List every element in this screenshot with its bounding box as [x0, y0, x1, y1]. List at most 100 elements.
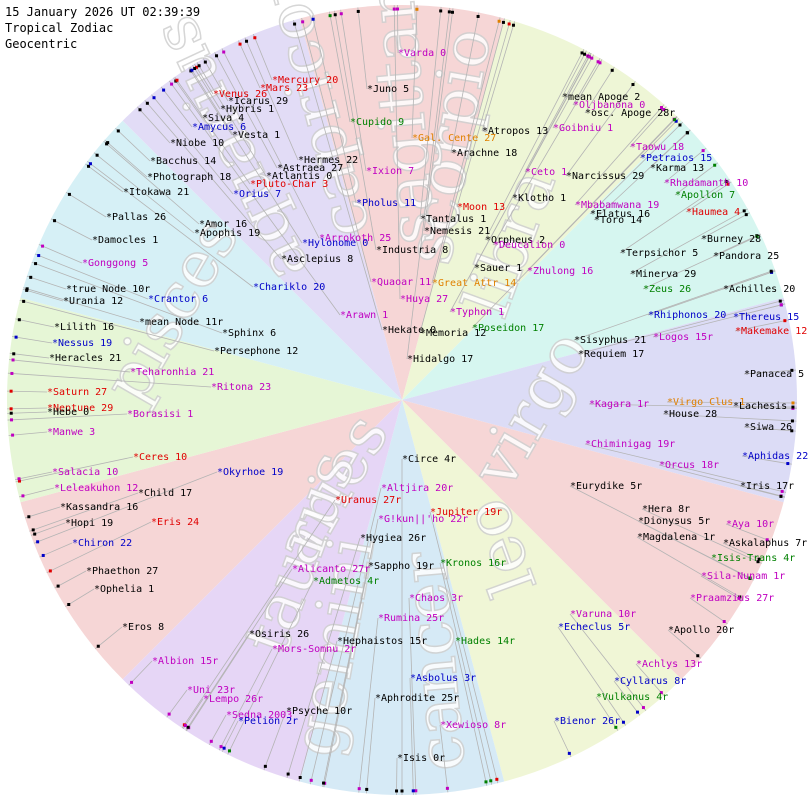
body-marker — [742, 209, 746, 213]
body-label: *Child 17 — [138, 488, 193, 499]
body-marker — [298, 776, 302, 780]
leader-line — [340, 9, 367, 172]
body-label: *Ceto 1 — [525, 167, 568, 178]
body-marker — [507, 22, 511, 26]
leader-line — [577, 299, 785, 355]
body-marker — [29, 275, 33, 279]
body-marker — [197, 64, 201, 68]
body-marker — [25, 288, 29, 292]
body-label: *Astraea 27 — [277, 163, 344, 174]
body-marker — [395, 789, 399, 793]
body-label: *Praamzius 27r — [690, 593, 775, 604]
leader-line — [263, 710, 287, 771]
leader-line — [189, 66, 303, 244]
body-marker — [238, 42, 242, 46]
body-marker — [14, 335, 18, 339]
leader-line — [293, 20, 383, 331]
body-label: *Cupido 9 — [350, 117, 405, 128]
body-label: *Memoria 12 — [420, 328, 487, 339]
body-label: *Leleakuhon 12 — [54, 483, 139, 494]
body-label: *Urania 12 — [63, 296, 124, 307]
body-label: *Ophelia 1 — [94, 584, 155, 595]
body-label: *Sauer 1 — [474, 263, 523, 274]
body-marker — [87, 164, 91, 168]
body-label: *Deucalion 0 — [493, 240, 566, 251]
leader-line — [365, 697, 376, 794]
body-label: *Sisyphus 21 — [574, 335, 647, 346]
chart-date: 15 January 2026 UT 02:39:39 — [5, 5, 201, 19]
body-label: *Rhiphonos 20 — [648, 310, 727, 321]
body-label: *Nemesis 21 — [424, 226, 491, 237]
leader-line — [574, 104, 665, 206]
body-marker — [167, 712, 171, 716]
body-label: *Oljbanona 0 — [573, 100, 646, 111]
body-label: *Asbolus 3r — [410, 673, 477, 684]
body-label: *osc. Apoge 28r — [585, 108, 676, 119]
sign-sector-libra — [402, 120, 784, 401]
body-label: *Neptune 29 — [47, 403, 114, 414]
leader-line — [168, 80, 341, 316]
body-label: *Borasisi 1 — [127, 409, 194, 420]
body-marker — [215, 54, 219, 58]
body-marker — [328, 14, 332, 18]
leader-line — [573, 269, 776, 341]
leader-line — [85, 163, 124, 193]
body-label: *Lachesis — [733, 401, 788, 412]
body-label: *Hylonome 0 — [302, 238, 369, 249]
body-marker — [765, 538, 769, 542]
body-label: *Icarus 29 — [228, 96, 289, 107]
body-label: *Arrokoth 25 — [319, 233, 392, 244]
body-label: *Apollo 20r — [668, 625, 735, 636]
leader-line — [7, 372, 212, 388]
leader-line — [666, 401, 797, 404]
body-label: *Hebe 0 — [47, 407, 90, 418]
sign-sector-gemini — [20, 120, 403, 401]
leader-line — [743, 426, 796, 432]
body-marker — [786, 462, 790, 466]
body-label: *Petraios 15 — [640, 153, 713, 164]
body-label: *Saturn 27 — [47, 387, 108, 398]
body-marker — [450, 10, 454, 14]
leader-line — [46, 521, 152, 574]
body-label: *Sila-Nunam 1r — [701, 571, 786, 582]
leader-line — [323, 518, 379, 788]
body-label: *Crantor 6 — [148, 294, 209, 305]
body-label: *Albion 15r — [152, 656, 219, 667]
leader-line — [38, 244, 83, 264]
body-marker — [12, 352, 16, 356]
body-label: *Atlantis 0 — [266, 171, 333, 182]
leader-line — [185, 633, 250, 731]
leader-line — [31, 261, 223, 334]
leader-line — [9, 352, 50, 359]
leader-line — [431, 17, 501, 284]
leader-line — [15, 318, 55, 328]
leader-line — [741, 455, 792, 465]
body-marker — [791, 405, 795, 409]
body-marker — [790, 429, 794, 433]
leader-line — [7, 390, 48, 393]
leader-line — [328, 11, 351, 123]
body-label: *Teharonhia 21 — [130, 367, 215, 378]
leader-line — [22, 288, 64, 302]
body-label: *Rumina 25r — [378, 613, 445, 624]
body-label: *Pluto-Char 3 — [250, 179, 329, 190]
body-marker — [263, 764, 267, 768]
leader-line — [636, 536, 744, 600]
leader-line — [151, 94, 234, 195]
body-label: *Okyrhoe 19 — [217, 467, 284, 478]
body-marker — [701, 149, 705, 153]
leader-line — [181, 499, 336, 729]
body-label: *Siwa 26 — [744, 422, 793, 433]
chart-mode: Geocentric — [5, 37, 78, 51]
leader-line — [552, 54, 595, 129]
leader-line — [409, 677, 414, 795]
body-label: *Taowu 18 — [630, 142, 685, 153]
body-marker — [756, 560, 760, 564]
body-label: *Itokawa 21 — [123, 187, 190, 198]
body-marker — [635, 710, 639, 714]
body-marker — [162, 88, 166, 92]
leader-line — [202, 58, 229, 102]
body-marker — [11, 433, 15, 437]
body-label: *Manwe 3 — [47, 427, 96, 438]
